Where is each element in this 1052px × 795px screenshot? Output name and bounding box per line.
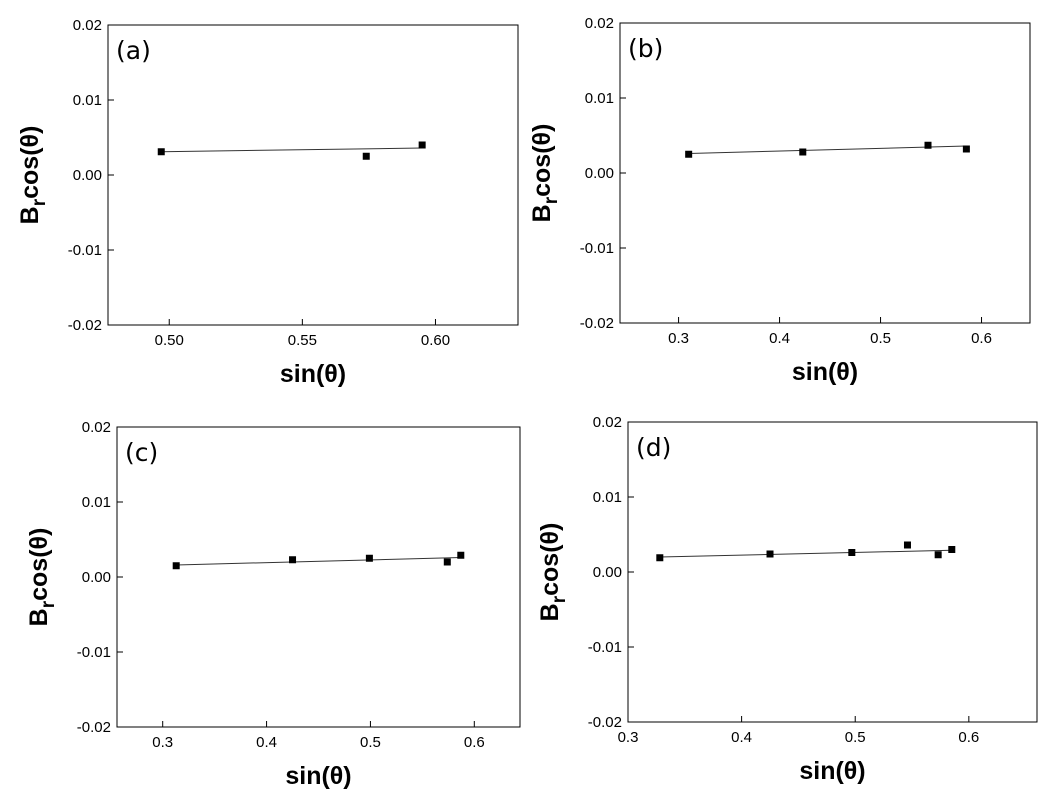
y-tick-label: -0.02 — [77, 719, 111, 736]
x-tick-label: 0.6 — [464, 734, 485, 751]
data-point — [799, 148, 807, 156]
data-point — [766, 550, 774, 558]
x-tick-label: 0.3 — [618, 729, 639, 746]
x-tick-label: 0.4 — [256, 734, 277, 751]
y-tick-label: 0.01 — [585, 90, 614, 107]
y-tick-label: 0.00 — [82, 569, 111, 586]
panel: -0.02 -0.01 0.00 0.01 0.02 0.3 0.4 0.5 0.6 sin(θ)… — [536, 414, 1038, 785]
data-point — [362, 152, 370, 160]
y-tick-label: -0.01 — [77, 644, 111, 661]
y-axis-label-part: r — [29, 198, 50, 206]
fit-line — [161, 147, 423, 153]
panel-label: (b) — [628, 34, 663, 63]
x-tick-label: 0.3 — [152, 734, 173, 751]
panel: -0.02 -0.01 0.00 0.01 0.02 0.3 0.4 0.5 0.6 sin(θ)… — [528, 15, 1031, 386]
panel-label: (c) — [125, 438, 158, 467]
plot-frame — [619, 22, 1031, 324]
x-tick-label: 0.6 — [971, 330, 992, 347]
y-tick-label: 0.02 — [82, 419, 111, 436]
y-tick-label: -0.02 — [68, 317, 102, 334]
y-axis-label-part: cos(θ) — [16, 126, 44, 199]
y-axis-label-part: B — [536, 603, 564, 621]
y-tick-label: 0.02 — [73, 17, 102, 34]
data-point — [172, 562, 180, 570]
data-point — [157, 148, 165, 156]
y-tick-label: 0.01 — [73, 92, 102, 109]
y-axis-label: Brcos(θ) — [536, 523, 570, 622]
panel: -0.02 -0.01 0.00 0.01 0.02 0.50 0.55 0.60 sin(θ)… — [16, 17, 519, 388]
fit-line — [688, 145, 967, 154]
data-point — [848, 549, 856, 556]
plot-frame — [107, 24, 519, 326]
data-point — [948, 546, 956, 553]
plot-frame — [627, 421, 1038, 723]
data-point — [443, 558, 451, 566]
data-point — [656, 554, 664, 562]
panel-label: (d) — [636, 433, 671, 462]
x-tick-label: 0.5 — [360, 734, 381, 751]
x-tick-label: 0.60 — [421, 332, 450, 349]
y-axis-label-part: r — [549, 595, 570, 603]
y-tick-label: 0.01 — [593, 489, 622, 506]
y-tick-label: 0.01 — [82, 494, 111, 511]
y-tick-label: 0.00 — [585, 165, 614, 182]
x-tick-label: 0.4 — [731, 729, 752, 746]
x-tick-label: 0.4 — [769, 330, 790, 347]
y-tick-label: -0.01 — [68, 242, 102, 259]
x-tick-label: 0.50 — [155, 332, 184, 349]
y-axis-label-part: cos(θ) — [528, 124, 556, 197]
x-tick-label: 0.55 — [288, 332, 317, 349]
data-point — [903, 541, 911, 549]
y-axis-label-part: cos(θ) — [536, 523, 564, 596]
x-axis-label: sin(θ) — [799, 757, 865, 785]
y-tick-label: -0.01 — [580, 240, 614, 257]
y-axis-label: Brcos(θ) — [16, 126, 50, 225]
x-tick-label: 0.5 — [870, 330, 891, 347]
x-tick-label: 0.6 — [958, 729, 979, 746]
panel-label: (a) — [116, 36, 151, 65]
y-axis-label-part: r — [541, 196, 562, 204]
y-tick-label: -0.02 — [588, 714, 622, 731]
y-axis-label-part: B — [25, 608, 53, 626]
y-axis-label: Brcos(θ) — [528, 124, 562, 223]
plot-frame — [116, 426, 521, 728]
y-tick-label: 0.00 — [593, 564, 622, 581]
x-tick-label: 0.5 — [845, 729, 866, 746]
data-point — [934, 551, 942, 559]
data-point — [289, 556, 297, 564]
y-tick-label: -0.02 — [580, 315, 614, 332]
data-point — [685, 150, 693, 158]
y-tick-label: -0.01 — [588, 639, 622, 656]
y-axis-label-part: cos(θ) — [25, 528, 53, 601]
fit-line — [176, 557, 461, 566]
y-axis-label-part: B — [16, 206, 44, 224]
x-tick-label: 0.3 — [668, 330, 689, 347]
x-axis-label: sin(θ) — [285, 762, 351, 790]
y-tick-label: 0.00 — [73, 167, 102, 184]
data-point — [457, 551, 465, 559]
y-axis-label-part: r — [38, 600, 59, 608]
data-point — [365, 554, 373, 562]
x-axis-label: sin(θ) — [792, 358, 858, 386]
y-axis-label-part: B — [528, 204, 556, 222]
y-tick-label: 0.02 — [593, 414, 622, 431]
fit-line — [659, 549, 952, 558]
data-point — [418, 141, 426, 149]
data-point — [924, 141, 932, 149]
y-tick-label: 0.02 — [585, 15, 614, 32]
data-point — [962, 145, 970, 153]
panel: -0.02 -0.01 0.00 0.01 0.02 0.3 0.4 0.5 0.6 sin(θ)… — [25, 419, 521, 790]
y-axis-label: Brcos(θ) — [25, 528, 59, 627]
x-axis-label: sin(θ) — [280, 360, 346, 388]
